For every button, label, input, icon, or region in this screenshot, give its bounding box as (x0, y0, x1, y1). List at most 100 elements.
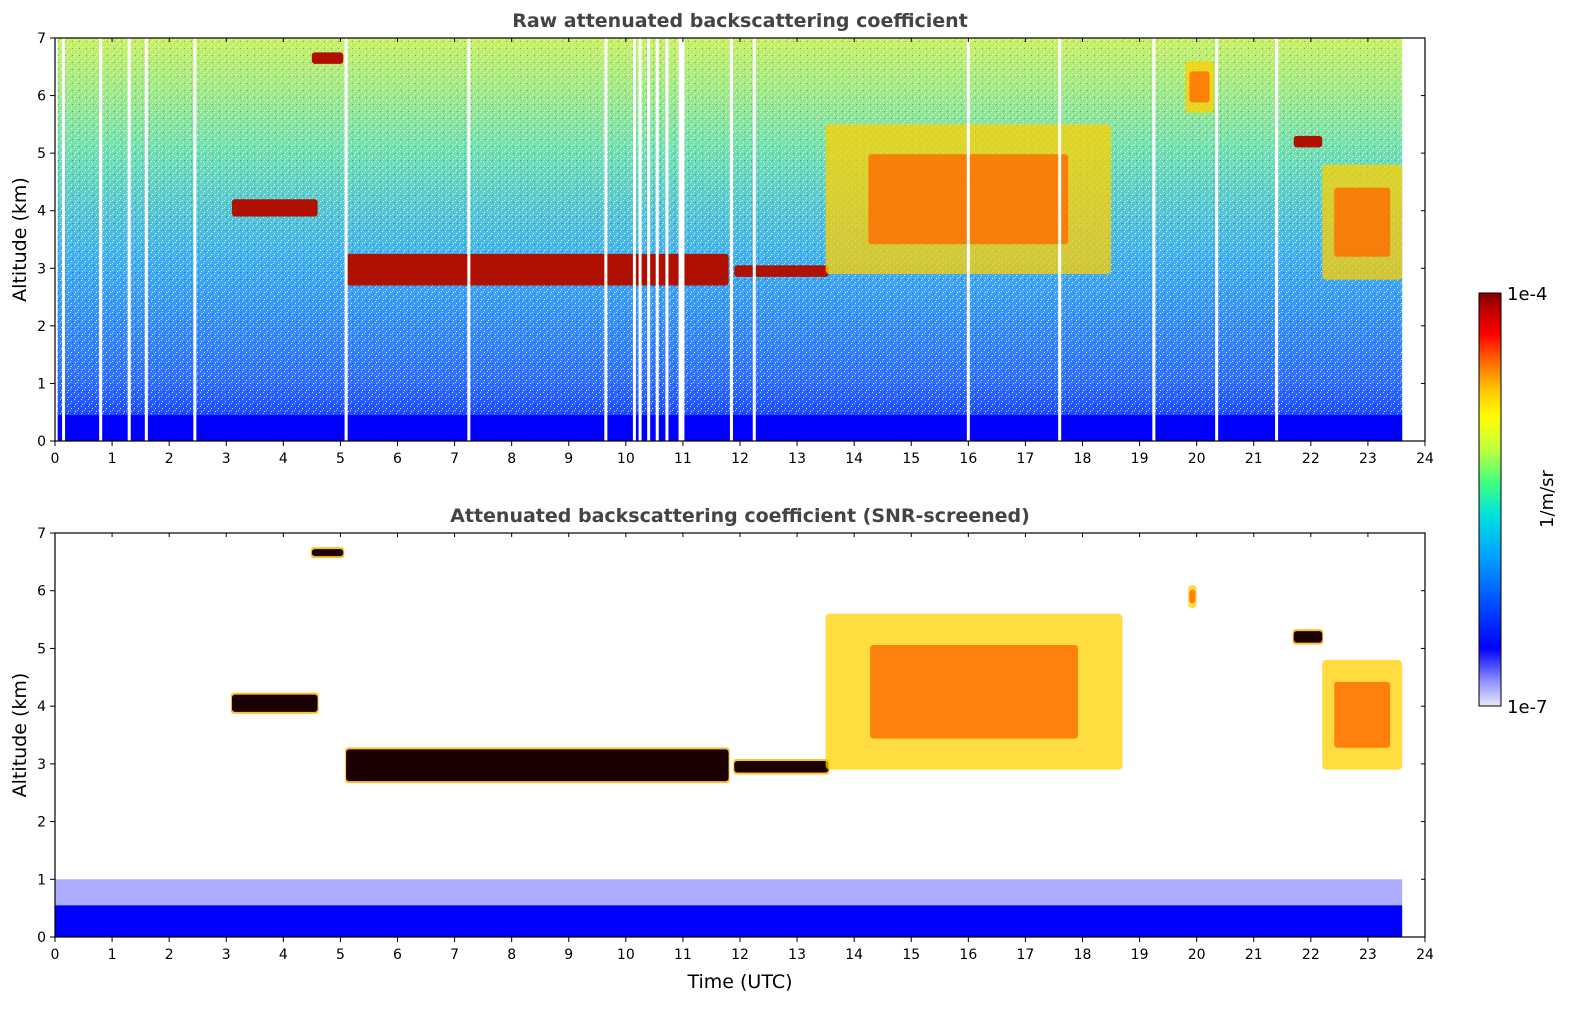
y-tick-label: 3 (37, 757, 46, 773)
x-tick-label: 24 (1416, 947, 1434, 963)
x-tick-label: 21 (1245, 947, 1263, 963)
raw-backscatter-panel: Raw attenuated backscattering coefficien… (9, 10, 1434, 467)
x-tick-label: 10 (617, 947, 635, 963)
snr-y-axis: 0 1 2 3 4 5 6 7 (37, 526, 1425, 946)
data-gap (127, 38, 131, 441)
cloud-feature-core (1189, 589, 1196, 604)
snr-boundary-layer (55, 879, 1403, 937)
raw-y-axis-label: Altitude (km) (9, 177, 31, 302)
y-tick-label: 3 (37, 261, 46, 277)
x-tick-label: 22 (1302, 451, 1320, 467)
cloud-feature (231, 694, 318, 712)
x-tick-label: 12 (731, 451, 749, 467)
x-tick-label: 2 (165, 451, 174, 467)
raw-boundary-layer-band (55, 415, 1403, 441)
data-gap (54, 38, 58, 441)
x-tick-label: 16 (959, 947, 977, 963)
x-tick-label: 11 (674, 451, 692, 467)
x-tick-label: 1 (108, 451, 117, 467)
x-tick-label: 3 (222, 947, 231, 963)
x-tick-label: 14 (845, 451, 863, 467)
x-tick-label: 5 (336, 451, 345, 467)
y-tick-label: 5 (37, 641, 46, 657)
data-gap (678, 38, 682, 441)
x-tick-label: 20 (1188, 947, 1206, 963)
cloud-feature (346, 749, 729, 782)
x-tick-label: 0 (51, 947, 60, 963)
cloud-feature (311, 52, 344, 64)
x-tick-label: 24 (1416, 451, 1434, 467)
x-tick-label: 3 (222, 451, 231, 467)
raw-backscatter-image (55, 38, 1403, 441)
data-gap (638, 38, 642, 441)
y-tick-label: 0 (37, 434, 46, 450)
data-gap (752, 38, 756, 441)
cloud-feature-core (1334, 187, 1391, 257)
x-tick-label: 6 (393, 947, 402, 963)
snr-panel-title: Attenuated backscattering coefficient (S… (450, 505, 1030, 527)
data-gap (966, 38, 970, 441)
x-tick-label: 19 (1131, 451, 1149, 467)
cloud-feature (1293, 135, 1323, 148)
data-gap (193, 38, 197, 441)
x-tick-label: 7 (450, 451, 459, 467)
cloud-feature (1293, 631, 1323, 643)
cloud-feature-core (870, 644, 1078, 739)
x-tick-label: 1 (108, 947, 117, 963)
y-tick-label: 5 (37, 146, 46, 162)
boundary-layer-fringe (55, 879, 1403, 906)
x-tick-label: 0 (51, 451, 60, 467)
colorbar-gradient (1478, 292, 1502, 707)
x-tick-label: 4 (279, 947, 288, 963)
colorbar-min-label: 1e-7 (1507, 697, 1547, 718)
raw-backscatter-noise-speckle (55, 38, 1403, 441)
y-tick-label: 6 (37, 89, 46, 105)
raw-panel-title: Raw attenuated backscattering coefficien… (512, 10, 968, 32)
x-axis-label: Time (UTC) (686, 971, 792, 993)
x-tick-label: 18 (1074, 947, 1092, 963)
raw-y-axis: 0 1 2 3 4 5 6 7 (37, 31, 1425, 450)
y-tick-label: 4 (37, 699, 46, 715)
cloud-feature-core (1189, 71, 1210, 103)
x-tick-label: 8 (507, 451, 516, 467)
cloud-feature (311, 549, 344, 557)
data-gap (729, 38, 733, 441)
x-tick-label: 21 (1245, 451, 1263, 467)
data-gap (99, 38, 103, 441)
x-tick-label: 14 (845, 947, 863, 963)
data-gap (1275, 38, 1279, 441)
x-tick-label: 10 (617, 451, 635, 467)
y-tick-label: 6 (37, 584, 46, 600)
x-tick-label: 7 (450, 947, 459, 963)
cloud-feature (734, 760, 829, 773)
x-tick-label: 12 (731, 947, 749, 963)
data-gap (344, 38, 348, 441)
data-gap (62, 38, 66, 441)
data-gap (681, 38, 685, 441)
colorbar: 1e-4 1e-7 1/m/sr (1478, 284, 1558, 718)
y-tick-label: 1 (37, 872, 46, 888)
x-tick-label: 19 (1131, 947, 1149, 963)
data-gap (1152, 38, 1156, 441)
x-tick-label: 6 (393, 451, 402, 467)
colorbar-unit-label: 1/m/sr (1537, 469, 1558, 527)
data-gap (665, 38, 669, 441)
x-tick-label: 17 (1017, 451, 1035, 467)
x-tick-label: 9 (564, 947, 573, 963)
data-gap (1058, 38, 1062, 441)
data-gap (144, 38, 148, 441)
x-tick-label: 18 (1074, 451, 1092, 467)
cloud-feature (734, 265, 829, 277)
x-tick-label: 13 (788, 451, 806, 467)
x-tick-label: 22 (1302, 947, 1320, 963)
y-tick-label: 7 (37, 31, 46, 47)
x-tick-label: 4 (279, 451, 288, 467)
data-gap (647, 38, 651, 441)
raw-data-gaps (54, 38, 1279, 441)
x-tick-label: 16 (959, 451, 977, 467)
snr-screened-background (55, 533, 1425, 937)
y-tick-label: 1 (37, 376, 46, 392)
x-tick-label: 15 (902, 451, 920, 467)
x-tick-label: 9 (564, 451, 573, 467)
